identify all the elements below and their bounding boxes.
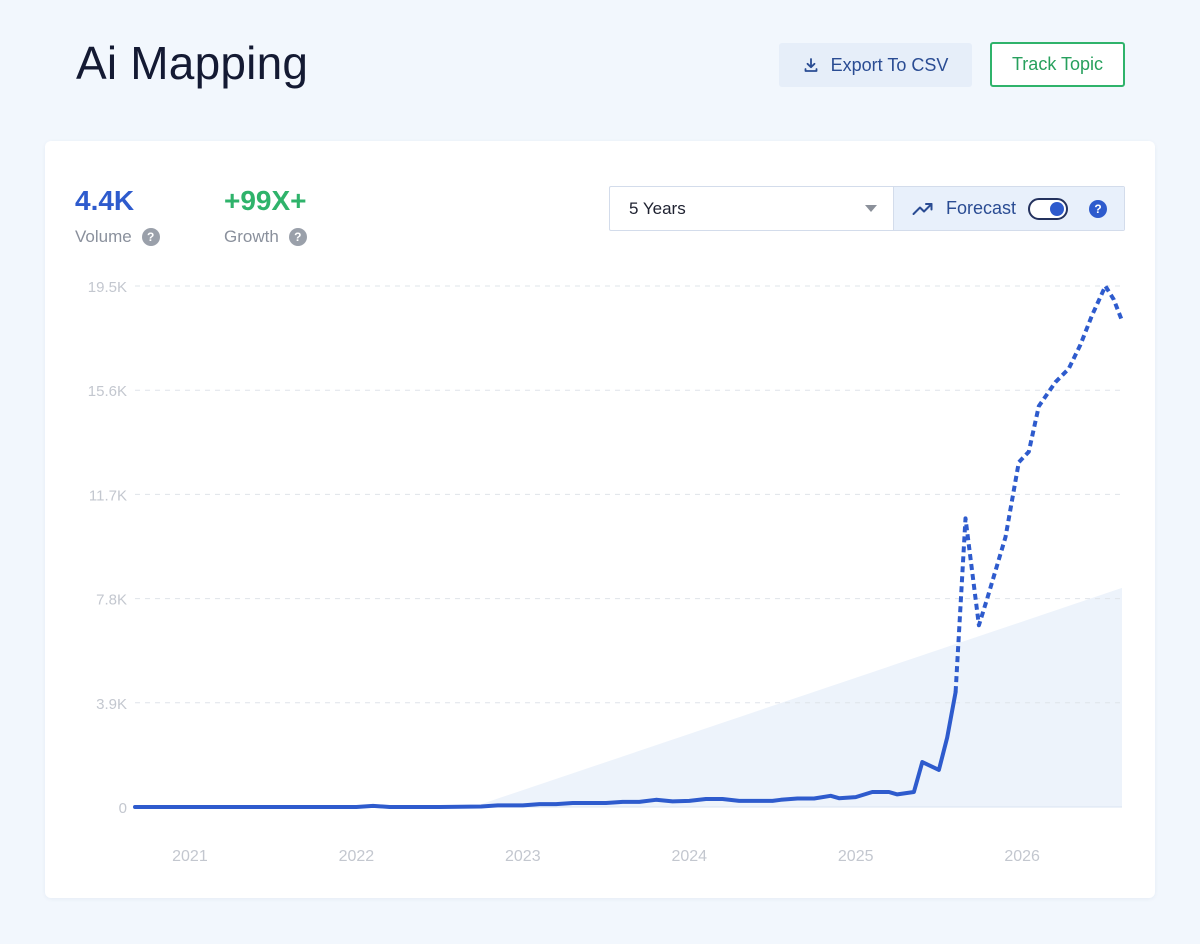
trend-up-icon (912, 202, 933, 215)
y-tick-label: 19.5K (88, 279, 127, 296)
chart-controls: 5 Years Forecast ? (609, 186, 1125, 231)
track-topic-button[interactable]: Track Topic (990, 42, 1125, 87)
x-tick-label: 2023 (505, 848, 541, 865)
forecast-toggle-knob (1050, 201, 1065, 216)
volume-label: Volume (75, 227, 132, 246)
page-title: Ai Mapping (76, 37, 309, 89)
y-tick-label: 11.7K (89, 487, 127, 504)
growth-label-row: Growth ? (224, 227, 307, 247)
forecast-toggle[interactable] (1028, 197, 1069, 220)
volume-line (133, 690, 958, 809)
x-tick-label: 2024 (671, 848, 707, 865)
chart-card: 4.4K Volume ? +99X+ Growth ? 5 Years (45, 141, 1155, 898)
volume-label-row: Volume ? (75, 227, 160, 247)
forecast-label: Forecast (946, 198, 1017, 218)
growth-value: +99X+ (224, 185, 307, 216)
growth-help-icon[interactable]: ? (288, 228, 307, 246)
y-tick-label: 7.8K (96, 592, 127, 609)
forecast-help-icon[interactable]: ? (1089, 199, 1107, 218)
y-tick-label: 3.9K (96, 696, 127, 713)
x-tick-label: 2026 (1004, 848, 1040, 865)
volume-value: 4.4K (75, 185, 135, 216)
trend-band (472, 587, 1122, 807)
x-tick-label: 2022 (339, 848, 375, 865)
growth-metric: +99X+ Growth ? (224, 187, 307, 247)
export-csv-button[interactable]: Export To CSV (779, 43, 972, 87)
download-icon (804, 58, 818, 72)
growth-label: Growth (224, 227, 279, 246)
y-tick-label: 0 (119, 800, 127, 817)
y-tick-label: 15.6K (88, 383, 127, 400)
range-select-value: 5 Years (629, 198, 686, 218)
volume-help-icon[interactable]: ? (141, 228, 160, 246)
x-tick-label: 2021 (172, 848, 208, 865)
forecast-control: Forecast ? (894, 187, 1124, 230)
volume-metric: 4.4K Volume ? (75, 187, 160, 247)
export-csv-label: Export To CSV (830, 54, 949, 75)
x-tick-label: 2025 (838, 848, 874, 865)
caret-down-icon (865, 205, 877, 212)
range-select[interactable]: 5 Years (610, 187, 894, 230)
forecast-line (953, 284, 1124, 693)
trend-chart: 0 3.9K 7.8K 11.7K 15.6K 19.5K 2021 2022 2023 2024… (88, 279, 1124, 865)
